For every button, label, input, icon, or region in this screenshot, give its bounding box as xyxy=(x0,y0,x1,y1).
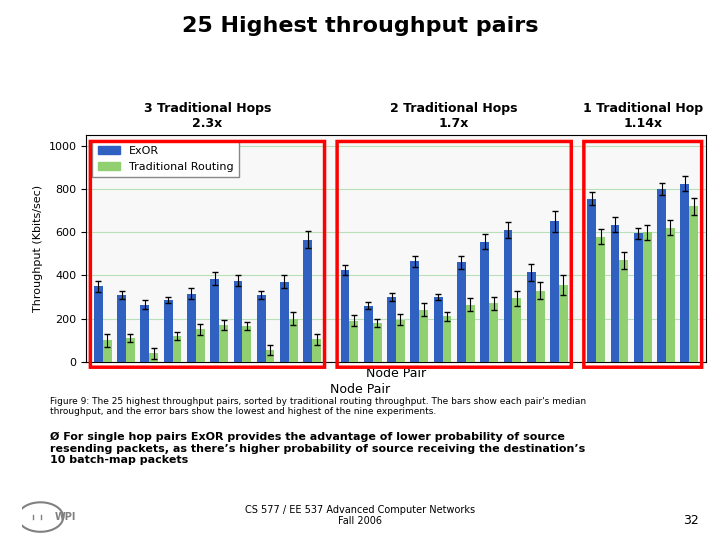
Bar xyxy=(634,233,643,362)
Bar xyxy=(433,297,443,362)
Bar xyxy=(219,325,228,362)
Bar xyxy=(489,303,498,362)
Bar xyxy=(480,242,489,362)
Bar xyxy=(619,260,629,362)
Bar xyxy=(149,353,158,362)
Bar xyxy=(163,300,173,362)
Bar xyxy=(387,297,396,362)
Bar xyxy=(588,199,596,362)
Bar xyxy=(373,323,382,362)
Text: 1 Traditional Hop
1.14x: 1 Traditional Hop 1.14x xyxy=(582,102,703,130)
Bar xyxy=(243,326,251,362)
Bar xyxy=(289,319,298,362)
Legend: ExOR, Traditional Routing: ExOR, Traditional Routing xyxy=(92,140,239,177)
Bar xyxy=(126,338,135,362)
Bar xyxy=(536,291,544,362)
Bar xyxy=(364,306,373,362)
Bar xyxy=(513,298,521,362)
X-axis label: Node Pair: Node Pair xyxy=(366,367,426,380)
Bar xyxy=(196,329,204,362)
Bar xyxy=(396,320,405,362)
Bar xyxy=(466,305,474,362)
Bar xyxy=(503,230,513,362)
Bar xyxy=(233,281,243,362)
Bar xyxy=(341,270,349,362)
Bar xyxy=(611,225,619,362)
Bar xyxy=(117,295,126,362)
Bar xyxy=(680,184,689,362)
Bar xyxy=(349,321,359,362)
Text: Node Pair: Node Pair xyxy=(330,383,390,396)
Bar xyxy=(210,279,219,362)
Bar xyxy=(457,262,466,362)
Text: CS 577 / EE 537 Advanced Computer Networks
Fall 2006: CS 577 / EE 537 Advanced Computer Networ… xyxy=(245,505,475,526)
Bar xyxy=(140,305,149,362)
Text: Figure 9: The 25 highest throughput pairs, sorted by traditional routing through: Figure 9: The 25 highest throughput pair… xyxy=(50,397,587,416)
Bar xyxy=(187,294,196,362)
Text: 25 Highest throughput pairs: 25 Highest throughput pairs xyxy=(181,16,539,36)
Bar xyxy=(689,206,698,362)
Bar xyxy=(410,261,419,362)
Text: 3 Traditional Hops
2.3x: 3 Traditional Hops 2.3x xyxy=(144,102,271,130)
Text: 2 Traditional Hops
1.7x: 2 Traditional Hops 1.7x xyxy=(390,102,518,130)
Bar xyxy=(419,310,428,362)
Bar xyxy=(657,189,666,362)
Bar xyxy=(266,350,274,362)
Bar xyxy=(666,228,675,362)
Bar xyxy=(550,221,559,362)
Bar xyxy=(527,272,536,362)
Bar xyxy=(103,340,112,362)
Bar xyxy=(173,336,181,362)
Text: WPI: WPI xyxy=(55,512,76,522)
Bar xyxy=(559,285,568,362)
Bar xyxy=(280,282,289,362)
Bar xyxy=(303,240,312,362)
Bar xyxy=(312,339,321,362)
Bar xyxy=(643,232,652,362)
Y-axis label: Throughput (Kbits/sec): Throughput (Kbits/sec) xyxy=(33,185,43,312)
Text: 32: 32 xyxy=(683,514,698,526)
Bar xyxy=(596,237,605,362)
Bar xyxy=(443,316,451,362)
Text: Ø For single hop pairs ExOR provides the advantage of lower probability of sourc: Ø For single hop pairs ExOR provides the… xyxy=(50,432,585,465)
Bar xyxy=(257,295,266,362)
Bar xyxy=(94,286,103,362)
